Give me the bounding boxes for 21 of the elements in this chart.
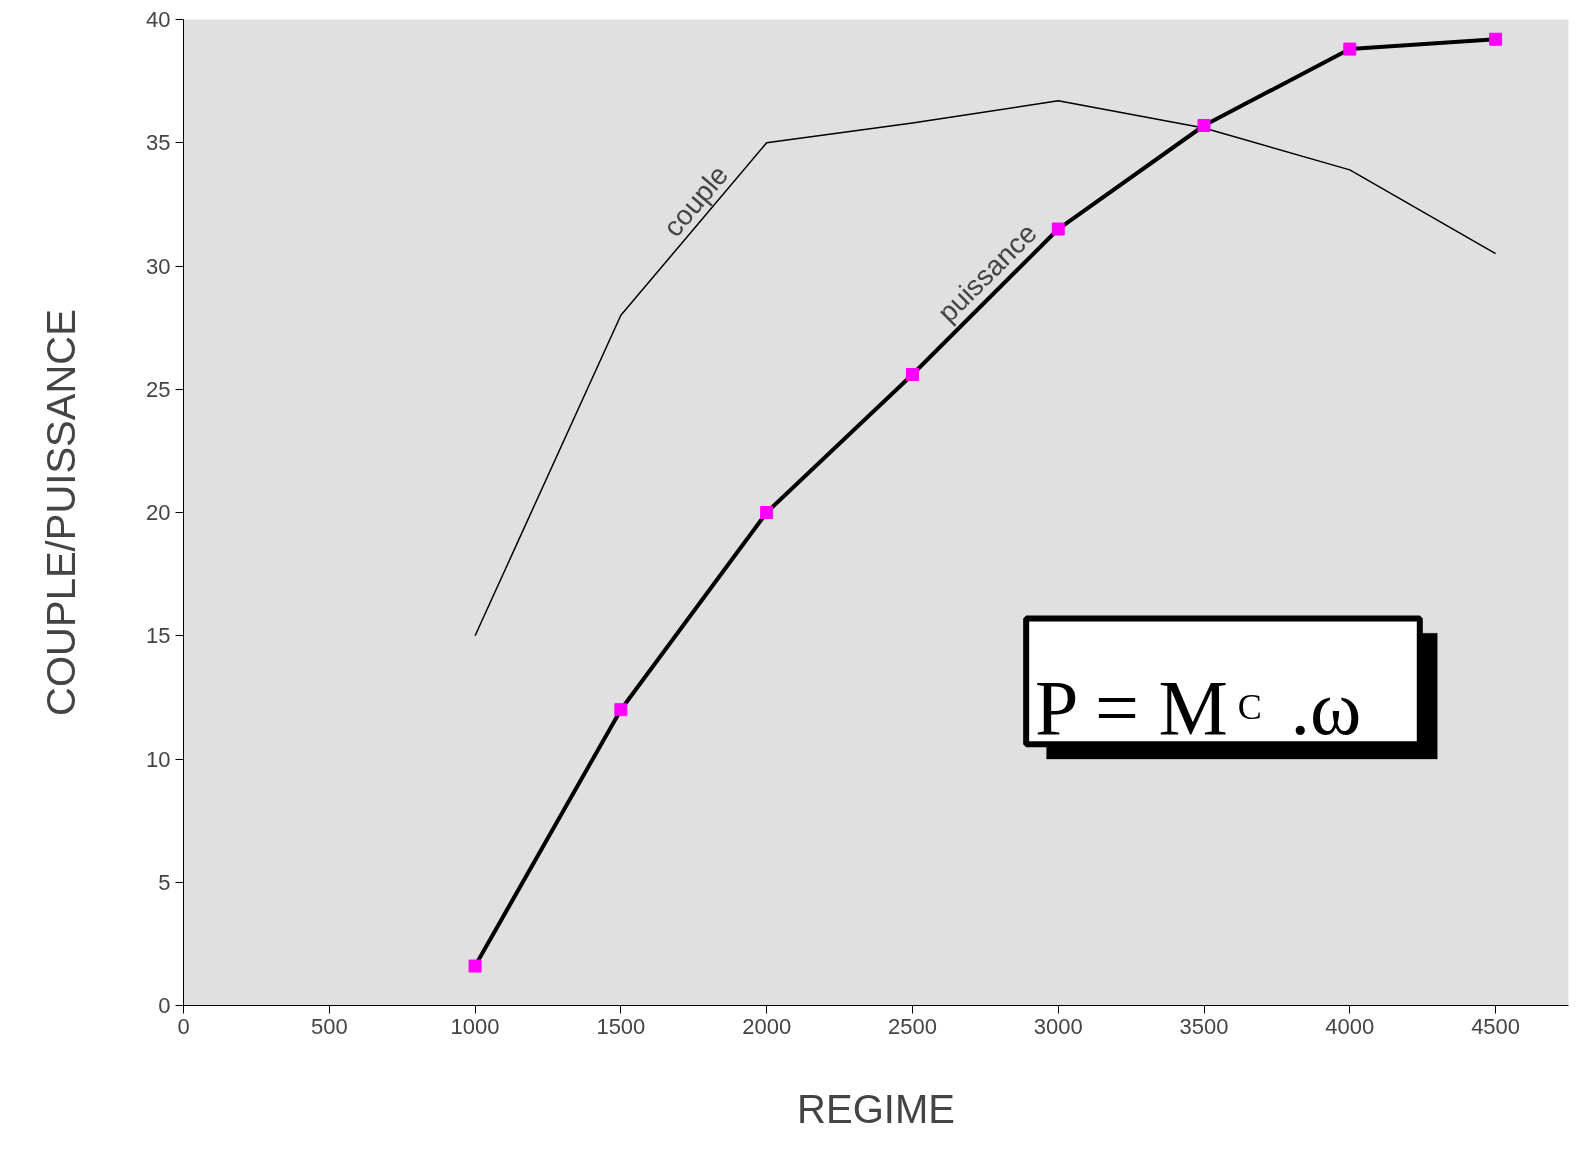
y-tick-label: 5	[158, 869, 171, 895]
y-tick-label: 15	[146, 623, 171, 649]
x-tick-label: 3500	[1179, 1013, 1229, 1039]
x-tick-label: 2000	[742, 1013, 792, 1039]
x-tick-label: 1000	[450, 1013, 500, 1039]
x-tick-label: 500	[310, 1013, 348, 1039]
x-tick-label: 4500	[1471, 1013, 1521, 1039]
y-tick-label: 40	[146, 7, 171, 32]
x-axis-title: REGIME	[797, 1086, 955, 1131]
y-tick-label: 35	[146, 130, 171, 156]
y-tick-label: 30	[146, 253, 171, 279]
y-tick-label: 10	[146, 746, 171, 772]
y-axis-title: COUPLE/PUISSANCE	[39, 309, 84, 716]
x-tick-label: 2500	[887, 1013, 937, 1039]
x-tick-label: 4000	[1325, 1013, 1375, 1039]
y-tick-label: 0	[158, 993, 171, 1018]
y-tick-label: 25	[146, 376, 171, 402]
x-tick-label: 0	[177, 1013, 190, 1039]
x-tick-label: 1500	[596, 1013, 646, 1039]
x-tick-label: 3000	[1033, 1013, 1083, 1039]
y-tick-label: 20	[146, 500, 171, 525]
